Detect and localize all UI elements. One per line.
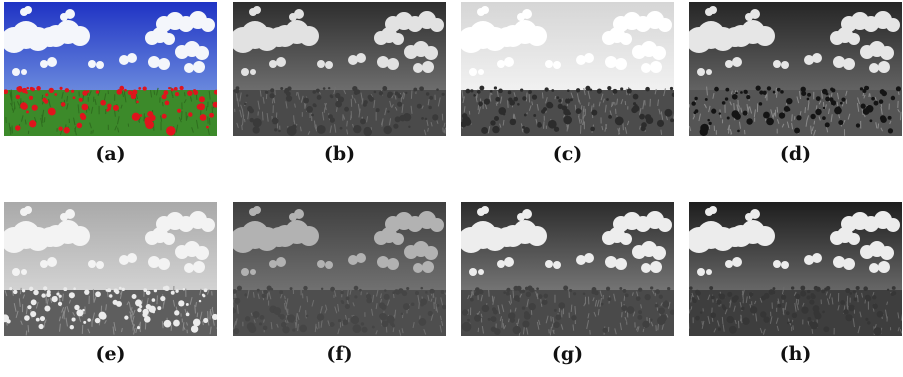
caption-b: (b): [323, 143, 356, 165]
grass: [4, 285, 217, 336]
clouds: [4, 6, 215, 76]
clouds: [233, 6, 444, 76]
image-g: [461, 202, 674, 336]
caption-h: (h): [779, 343, 812, 365]
flowers: [4, 285, 217, 333]
caption-e: (e): [95, 343, 126, 365]
caption-g: (g): [551, 343, 584, 365]
caption-d: (d): [779, 143, 812, 165]
image-e: [4, 202, 217, 336]
poppy-field-image: [233, 202, 446, 336]
field: [4, 90, 217, 136]
flowers: [4, 85, 217, 136]
image-f: [233, 202, 446, 336]
grass: [461, 86, 674, 135]
caption-c: (c): [552, 143, 583, 165]
poppy-field-image: [461, 202, 674, 336]
image-h: [689, 202, 902, 336]
poppy-field-image: [689, 202, 902, 336]
poppy-field-image: [233, 2, 446, 136]
clouds: [233, 206, 444, 276]
image-d: [689, 2, 902, 136]
clouds: [461, 6, 672, 76]
flowers: [233, 86, 445, 136]
poppy-field-image: [461, 2, 674, 136]
poppy-field-image: [4, 2, 217, 136]
flowers: [461, 285, 674, 335]
clouds: [689, 6, 900, 76]
image-c: [461, 2, 674, 136]
image-b: [233, 2, 446, 136]
grass: [233, 286, 446, 336]
grass: [689, 286, 902, 336]
clouds: [4, 206, 215, 276]
poppy-field-image: [4, 202, 217, 336]
clouds: [461, 206, 672, 276]
flowers: [691, 85, 902, 136]
image-a: [4, 2, 217, 136]
grass: [5, 86, 215, 136]
caption-a: (a): [95, 143, 126, 165]
field: [233, 290, 446, 336]
clouds: [689, 206, 900, 276]
flowers: [461, 85, 674, 134]
flowers: [689, 285, 897, 336]
poppy-field-image: [689, 2, 902, 136]
flowers: [233, 285, 446, 335]
caption-f: (f): [326, 343, 353, 365]
